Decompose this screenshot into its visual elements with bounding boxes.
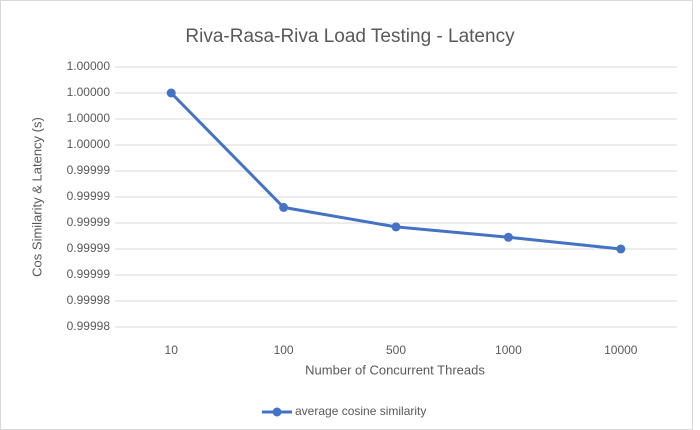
legend-label: average cosine similarity — [295, 404, 426, 418]
x-tick-label: 500 — [386, 343, 406, 357]
y-axis-title: Cos Similarity & Latency (s) — [29, 117, 44, 277]
y-tick-label: 0.99998 — [67, 293, 111, 307]
y-tick-label: 1.00000 — [67, 137, 111, 151]
y-tick-label: 0.99998 — [67, 319, 111, 333]
x-tick-label: 10 — [165, 343, 179, 357]
x-tick-label: 100 — [274, 343, 294, 357]
x-axis-title: Number of Concurrent Threads — [305, 362, 485, 377]
y-tick-label: 1.00000 — [67, 85, 111, 99]
x-tick-label: 10000 — [604, 343, 638, 357]
y-tick-label: 1.00000 — [67, 59, 111, 73]
x-tick-label: 1000 — [495, 343, 522, 357]
y-tick-label: 0.99999 — [67, 163, 111, 177]
y-tick-label: 0.99999 — [67, 241, 111, 255]
chart-title: Riva-Rasa-Riva Load Testing - Latency — [185, 26, 515, 47]
data-point — [503, 232, 513, 242]
legend-marker — [272, 407, 282, 417]
data-point — [391, 222, 401, 232]
y-tick-label: 1.00000 — [67, 111, 111, 125]
y-tick-label: 0.99999 — [67, 189, 111, 203]
y-tick-label: 0.99999 — [67, 215, 111, 229]
data-point — [166, 88, 176, 98]
y-tick-label: 0.99999 — [67, 267, 111, 281]
data-point — [616, 244, 626, 254]
data-point — [279, 202, 289, 212]
